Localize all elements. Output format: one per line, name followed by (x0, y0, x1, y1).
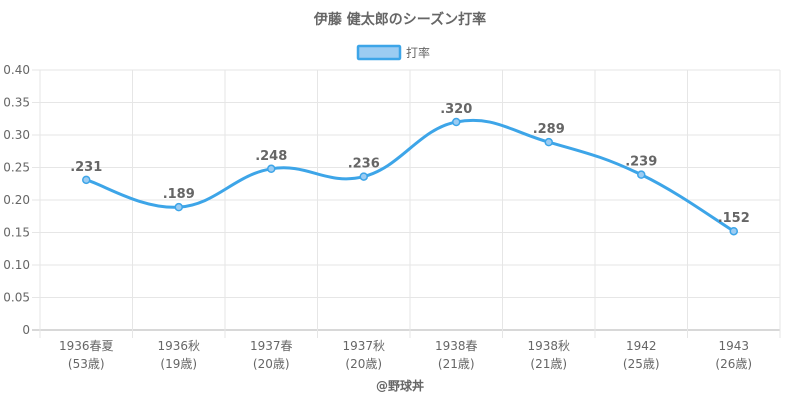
y-tick-label: 0.10 (3, 258, 30, 272)
x-tick-label: 1937秋 (342, 339, 385, 353)
data-point[interactable] (267, 164, 276, 174)
data-labels: .231 .189 .248 .236 .320 .289 .239 .152 (70, 102, 750, 226)
data-label: .289 (533, 122, 565, 137)
data-label: .231 (70, 160, 102, 175)
data-points (82, 117, 738, 236)
chart-title: 伊藤 健太郎のシーズン打率 (313, 11, 486, 28)
x-tick-label: 1938春 (435, 339, 478, 353)
x-tick-label: 1938秋 (527, 339, 570, 353)
data-label: .320 (440, 102, 472, 117)
y-tick-label: 0.35 (3, 96, 30, 110)
legend-label: 打率 (406, 45, 430, 60)
y-tick-label: 0.30 (3, 128, 30, 142)
x-tick-label: (20歳) (345, 357, 382, 371)
x-tick-label: (25歳) (623, 357, 660, 371)
series-line (85, 118, 735, 233)
data-point[interactable] (82, 175, 91, 185)
x-tick-label: (21歳) (530, 357, 567, 371)
x-tick-label: 1937春 (250, 339, 293, 353)
x-tick-label: (19歳) (160, 357, 197, 371)
x-tick-label: 1942 (626, 339, 657, 353)
data-label: .239 (625, 155, 657, 170)
y-tick-label: 0.20 (3, 193, 30, 207)
y-tick-label: 0.05 (3, 291, 30, 305)
legend[interactable]: 打率 (356, 44, 430, 61)
data-point[interactable] (544, 137, 553, 147)
credit-text: @野球丼 (376, 378, 424, 393)
y-axis-ticks: 0 0.05 0.10 0.15 0.20 0.25 0.30 0.35 0.40 (3, 63, 30, 337)
x-tick-label: 1943 (718, 339, 749, 353)
data-point[interactable] (359, 172, 368, 181)
y-tick-label: 0 (22, 323, 30, 337)
data-point[interactable] (637, 170, 646, 179)
y-tick-label: 0.15 (3, 226, 30, 240)
grid (32, 69, 781, 338)
data-label: .189 (163, 187, 195, 202)
x-tick-label: (53歳) (68, 357, 105, 371)
data-label: .236 (348, 157, 380, 172)
x-tick-label: (21歳) (438, 357, 475, 371)
x-tick-label: (26歳) (715, 357, 752, 371)
data-point[interactable] (174, 202, 183, 212)
data-point[interactable] (452, 117, 461, 127)
data-point[interactable] (729, 226, 738, 236)
y-tick-label: 0.40 (3, 63, 30, 77)
x-tick-label: (20歳) (253, 357, 290, 371)
legend-swatch (356, 44, 402, 61)
data-label: .248 (255, 149, 287, 164)
x-tick-label: 1936秋 (157, 339, 200, 353)
x-axis-ticks: 1936春夏 (53歳) 1936秋 (19歳) 1937春 (20歳) 1937秋 (20歳… (59, 339, 752, 371)
x-tick-label: 1936春夏 (59, 339, 114, 353)
data-label: .152 (718, 211, 750, 226)
y-tick-label: 0.25 (3, 161, 30, 175)
